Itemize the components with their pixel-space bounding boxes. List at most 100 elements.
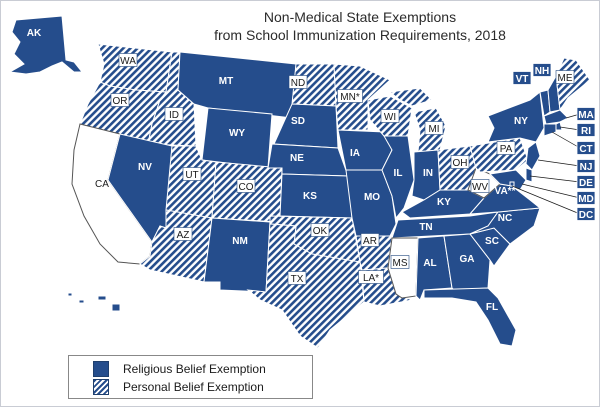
state-label-ma: MA [576,107,596,121]
state-label-az: AZ [173,227,193,241]
state-WA[interactable] [97,43,173,93]
state-label-text-wa: WA [120,56,136,67]
state-label-co: CO [236,179,256,193]
state-label-text-nm: NM [232,236,248,247]
state-label-text-mo: MO [364,192,380,203]
state-label-mn: MN* [337,89,363,103]
state-label-box-oh [450,155,470,169]
state-NJ[interactable] [525,141,541,171]
state-label-nv: NV [138,162,152,173]
state-label-hi: HI [108,293,118,304]
state-label-box-la [358,270,384,284]
state-label-tx: TX [287,271,307,285]
state-HI[interactable] [97,295,107,301]
state-label-nm: NM [232,236,248,247]
state-label-text-ct: CT [579,144,592,155]
state-MA[interactable] [543,109,569,125]
state-NM[interactable] [203,217,271,293]
state-HI-island-2[interactable] [78,299,85,304]
state-HI-island-4[interactable] [111,303,121,312]
state-label-box-wa [118,53,138,67]
state-MI-upper[interactable] [388,87,433,107]
state-DE[interactable] [525,167,533,183]
state-label-text-ms: MS [393,258,408,269]
state-label-mo: MO [364,192,380,203]
state-label-ks: KS [303,191,317,202]
state-label-box-me [555,70,575,84]
state-label-text-mi: MI [428,124,439,135]
state-label-al: AL [423,258,436,269]
state-label-text-nc: NC [498,213,512,224]
state-RI[interactable] [555,121,563,131]
state-label-text-me: ME [558,73,573,84]
state-label-box-ut [182,167,202,181]
state-label-box-nj [576,159,596,173]
state-MT[interactable] [177,51,297,119]
state-label-text-or: OR [113,96,128,107]
state-label-text-ar: AR [363,236,377,247]
state-label-md: MD [576,191,596,205]
state-MD[interactable] [488,169,527,191]
state-label-box-ri [576,123,596,137]
state-label-nj: NJ [576,159,596,173]
state-label-text-ia: IA [350,148,360,159]
state-label-layer: AK HI WA OR CA ID NV MT WY UT AZ CO NM ND SD NE KS OK TX MN… [27,28,596,313]
state-label-box-pa [496,141,516,155]
state-label-box-tx [287,271,307,285]
state-label-box-ar [360,233,380,247]
state-label-text-mn: MN* [340,92,360,103]
state-label-id: ID [164,107,184,121]
state-label-text-nh: NH [535,66,549,77]
state-label-text-az: AZ [177,230,190,241]
state-HI-island-3[interactable] [67,292,73,297]
state-label-text-sc: SC [485,236,499,247]
title-line-1: Non-Medical State Exemptions [263,9,457,25]
state-CT[interactable] [543,123,557,137]
state-label-text-nd: ND [291,78,305,89]
state-label-text-va: VA** [495,186,516,197]
state-label-sd: SD [291,116,305,127]
state-label-wv: WV [470,179,490,193]
legend-religious-swatch [93,361,109,377]
state-label-oh: OH [450,155,470,169]
state-DC[interactable] [509,181,515,187]
state-label-text-nj: NJ [580,162,593,173]
state-label-text-ak: AK [27,28,42,39]
state-label-text-ok: OK [313,226,328,237]
state-label-ga: GA [460,254,475,265]
legend-personal-swatch [93,379,109,395]
state-label-dc: DC [576,207,596,221]
state-label-text-hi: HI [108,293,118,304]
state-label-box-ct [576,141,596,155]
state-label-text-ks: KS [303,191,317,202]
state-label-il: IL [394,168,403,179]
state-label-box-de [576,175,596,189]
state-label-text-in: IN [423,168,433,179]
state-label-box-az [173,227,193,241]
state-label-ms: MS [390,255,410,269]
state-FL[interactable] [423,287,517,347]
state-label-text-wv: WV [472,182,488,193]
state-label-box-ok [310,223,330,237]
state-TX[interactable] [246,221,365,349]
state-AK[interactable] [8,15,84,75]
state-ME[interactable] [555,57,591,112]
state-label-box-vt [512,71,532,85]
state-label-box-dc [576,207,596,221]
state-HI-group [67,292,121,312]
state-label-box-wi [380,109,400,123]
state-label-ak: AK [27,28,42,39]
state-label-box-nd [288,75,308,89]
state-label-tn: TN [419,222,432,233]
state-label-ct: CT [576,141,596,155]
state-label-la: LA* [358,270,384,284]
state-IL[interactable] [381,135,415,220]
state-label-ar: AR [360,233,380,247]
state-label-text-il: IL [394,168,403,179]
state-label-box-nh [532,63,552,77]
state-label-text-ga: GA [460,254,475,265]
state-label-box-or [110,93,130,107]
state-label-ne: NE [290,153,304,164]
state-label-text-fl: FL [486,302,498,313]
state-label-text-ma: MA [578,110,594,121]
